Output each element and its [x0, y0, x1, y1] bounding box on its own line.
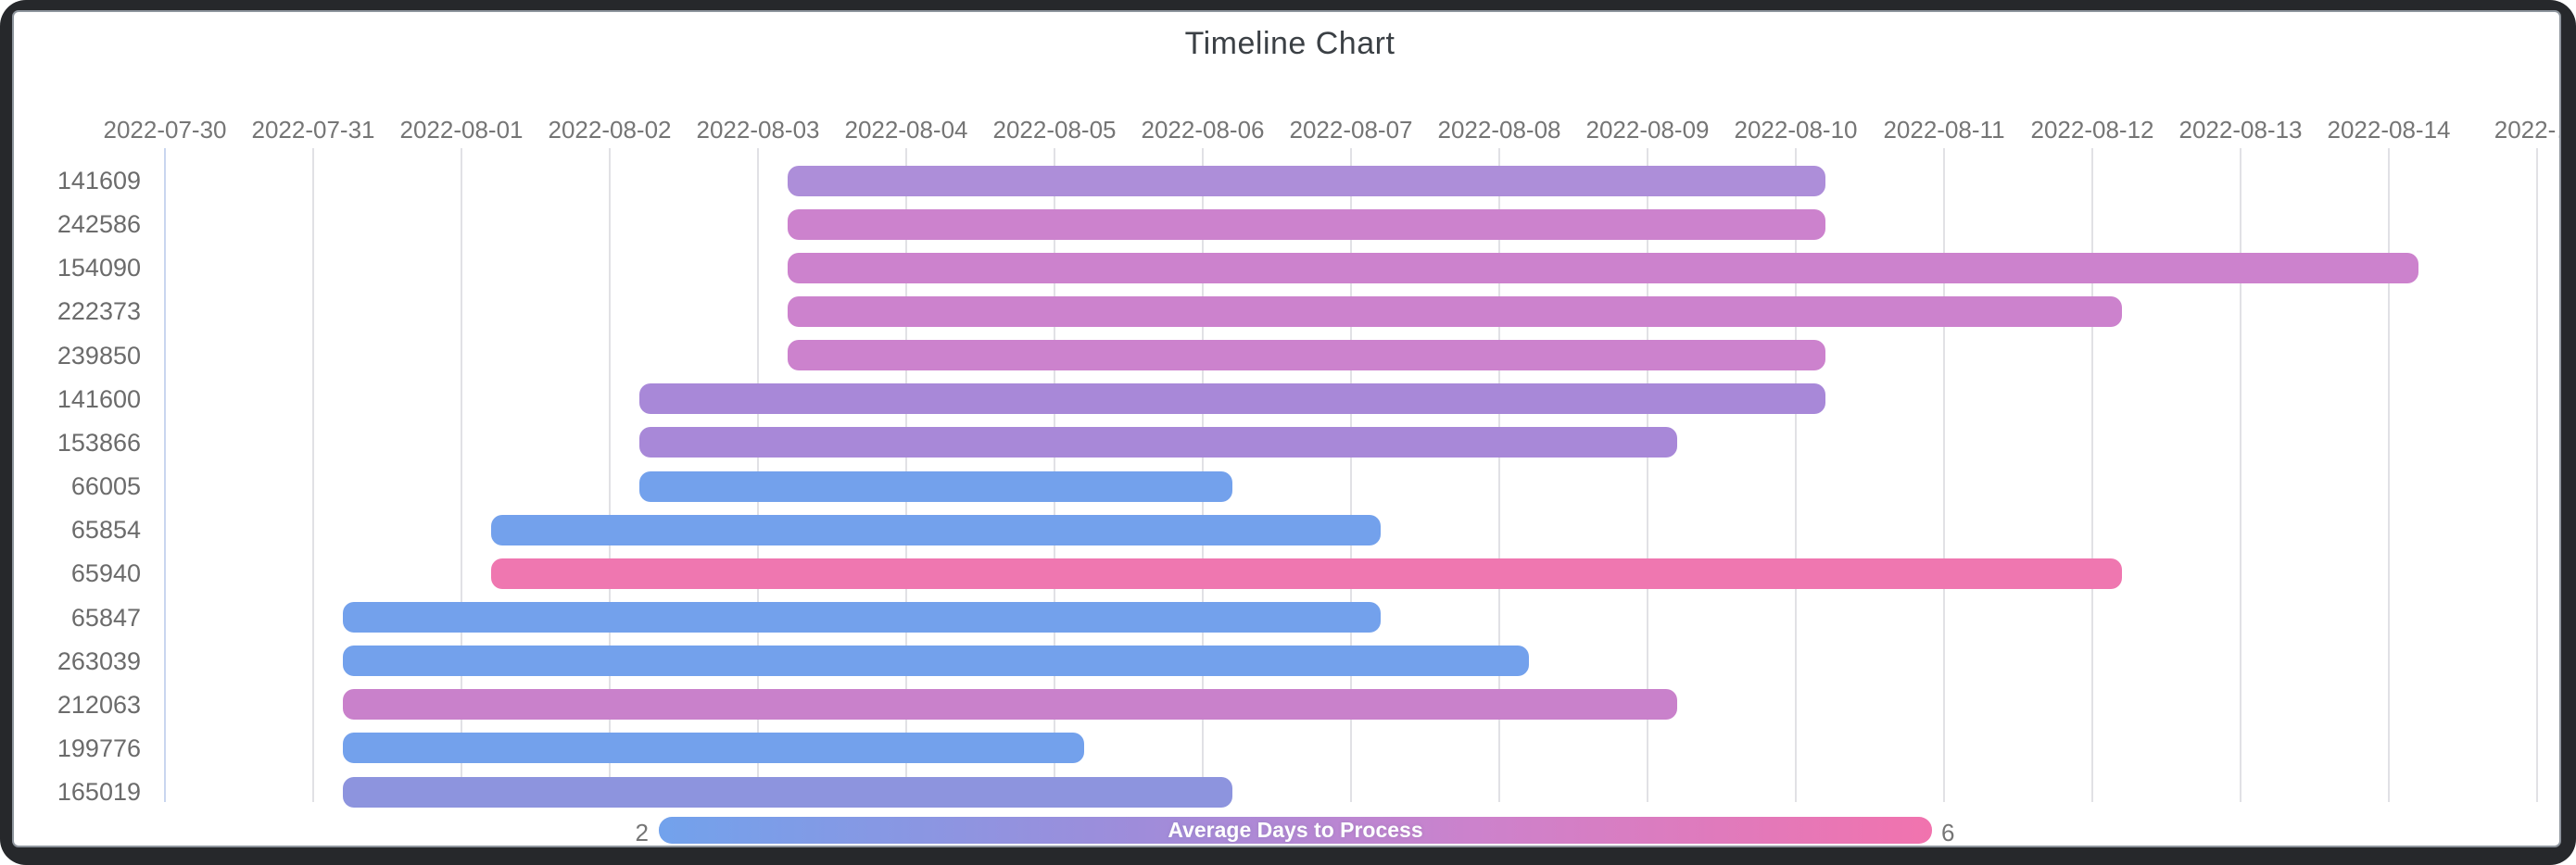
axis-label: 2022-08-11	[1883, 116, 2005, 144]
row-label: 65847	[70, 603, 141, 632]
row-label: 239850	[57, 341, 141, 370]
timeline-bar-165019[interactable]	[343, 776, 1232, 808]
timeline-bar-65854[interactable]	[491, 514, 1381, 545]
row-label: 141600	[57, 384, 141, 413]
axis-label: 2022-08-12	[2030, 116, 2154, 144]
chart-card: Timeline Chart 2022-07-30 2022-07-31 2022-…	[12, 10, 2561, 847]
gridline	[312, 148, 314, 802]
axis-label: 2022-08-03	[696, 116, 820, 144]
axis-label: 2022-07-30	[103, 116, 227, 144]
axis-label: 2022-08-14	[2327, 116, 2451, 144]
row-label: 199776	[57, 733, 141, 762]
gridline	[2240, 148, 2241, 802]
gridline	[461, 148, 462, 802]
axis-label: 2022-08-10	[1734, 116, 1858, 144]
row-label: 222373	[57, 297, 141, 326]
axis-label: 2022-07-31	[251, 116, 375, 144]
legend-min-label: 2	[635, 819, 649, 846]
gridline	[609, 148, 611, 802]
row-label: 66005	[70, 472, 141, 501]
timeline-bar-212063[interactable]	[343, 689, 1677, 721]
timeline-bar-65847[interactable]	[343, 602, 1381, 633]
legend-max-label: 6	[1941, 819, 1955, 846]
gridline	[164, 148, 166, 802]
gridline	[1498, 148, 1500, 802]
timeline-bar-66005[interactable]	[639, 470, 1232, 502]
timeline-bar-65940[interactable]	[491, 558, 2122, 589]
chart-layer: Timeline Chart 2022-07-30 2022-07-31 2022-…	[14, 12, 2559, 846]
timeline-bar-239850[interactable]	[788, 340, 1825, 371]
axis-label: 2022-08-06	[1141, 116, 1265, 144]
chart-title: Timeline Chart	[1184, 26, 1395, 61]
gridline	[2091, 148, 2093, 802]
gridline	[1795, 148, 1797, 802]
axis-label: 2022-08-09	[1585, 116, 1710, 144]
row-label: 65854	[70, 516, 141, 545]
gridline	[1647, 148, 1648, 802]
row-label: 153866	[57, 428, 141, 457]
row-label: 165019	[57, 778, 141, 807]
legend-gradient-bar[interactable]: Average Days to Process	[659, 817, 1932, 844]
timeline-bar-222373[interactable]	[788, 295, 2122, 327]
axis-label: 2022-08-05	[992, 116, 1117, 144]
row-label: 141609	[57, 167, 141, 194]
gridline	[1350, 148, 1352, 802]
row-label: 263039	[57, 646, 141, 675]
gridline	[2536, 148, 2538, 802]
axis-label: 2022-08-02	[548, 116, 672, 144]
gridline	[2388, 148, 2390, 802]
gridline	[1943, 148, 1945, 802]
axis-label: 2022-08-04	[844, 116, 968, 144]
timeline-bar-153866[interactable]	[639, 427, 1677, 458]
row-label: 242586	[57, 210, 141, 239]
axis-label: 2022-08-13	[2178, 116, 2303, 144]
axis-label: 2022-08-07	[1289, 116, 1413, 144]
timeline-bar-263039[interactable]	[343, 646, 1529, 677]
timeline-bar-154090[interactable]	[788, 252, 2418, 283]
axis-label: 2022-08-01	[399, 116, 524, 144]
row-label: 154090	[57, 254, 141, 282]
row-label: 65940	[70, 559, 141, 588]
timeline-bar-141609[interactable]	[788, 165, 1825, 196]
axis-label: 2022-…	[2494, 116, 2559, 144]
timeline-bar-141600[interactable]	[639, 383, 1825, 415]
timeline-bar-199776[interactable]	[343, 733, 1084, 764]
axis-label: 2022-08-08	[1437, 116, 1561, 144]
legend-title: Average Days to Process	[1168, 818, 1423, 842]
row-label: 212063	[57, 690, 141, 719]
timeline-bar-242586[interactable]	[788, 208, 1825, 240]
